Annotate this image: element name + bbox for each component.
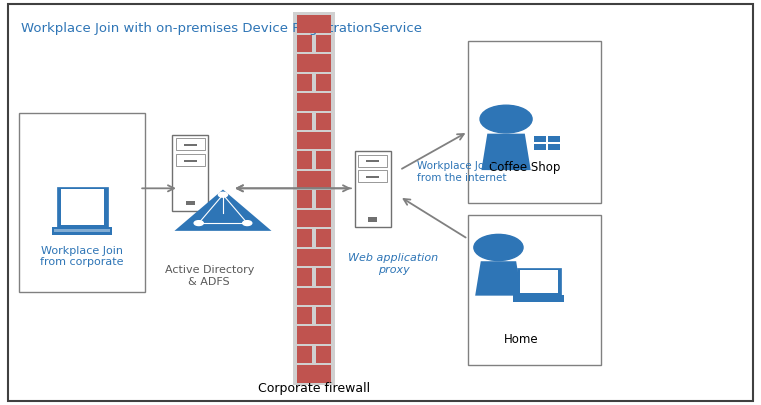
Polygon shape [482,134,530,170]
Text: Home: Home [504,333,539,346]
Bar [358,170,387,182]
Bar [297,326,331,344]
Bar [297,171,331,188]
Bar [358,154,387,166]
Bar [176,138,205,150]
Bar [468,40,601,202]
Bar [297,190,312,208]
Bar [293,12,335,385]
Bar [316,229,331,247]
Bar [297,346,312,363]
Bar [297,93,331,111]
Bar [297,288,331,305]
Bar [297,210,331,227]
Bar [297,74,312,91]
Bar [367,176,379,178]
Circle shape [243,221,252,226]
Bar [355,151,390,227]
Circle shape [218,192,228,197]
Bar [549,136,560,142]
Bar [549,144,560,150]
Bar [316,151,331,169]
Polygon shape [174,190,272,231]
Bar [513,295,565,302]
Bar [297,54,331,72]
Bar [520,270,558,293]
Bar [316,268,331,286]
Bar [56,187,108,227]
Bar [534,144,546,150]
Bar [297,229,312,247]
Bar [19,113,145,292]
Bar [184,160,196,162]
Bar [61,189,103,225]
Text: Workplace Join
from the internet: Workplace Join from the internet [417,161,507,183]
Bar [517,268,561,295]
Bar [316,113,331,130]
Bar [297,132,331,149]
Bar [184,144,196,146]
Text: Active Directory
& ADFS: Active Directory & ADFS [164,265,254,287]
Bar [297,113,312,130]
Bar [297,268,312,286]
Circle shape [194,221,203,226]
Bar [297,151,312,169]
Bar [534,136,546,142]
Bar [316,190,331,208]
Bar [316,307,331,324]
Text: Corporate firewall: Corporate firewall [258,382,370,395]
Bar [176,154,205,166]
Text: Workplace Join with on-premises Device RegistrationService: Workplace Join with on-premises Device R… [21,22,422,35]
Bar [297,365,331,383]
Bar [297,35,312,52]
Bar [297,249,331,266]
Bar [367,160,379,162]
Bar [297,307,312,324]
Bar [468,215,601,364]
Bar [173,135,208,211]
Bar [52,227,113,235]
Bar [297,15,331,33]
Text: Web application
proxy: Web application proxy [349,253,438,275]
Bar [54,229,110,232]
Circle shape [480,105,532,133]
Bar [186,200,195,205]
Circle shape [474,234,523,260]
Polygon shape [475,261,522,296]
Bar [316,346,331,363]
Text: Workplace Join
from corporate: Workplace Join from corporate [40,246,124,267]
Bar [316,35,331,52]
Bar [316,74,331,91]
Text: Coffee Shop: Coffee Shop [489,161,561,174]
Bar [368,217,377,222]
